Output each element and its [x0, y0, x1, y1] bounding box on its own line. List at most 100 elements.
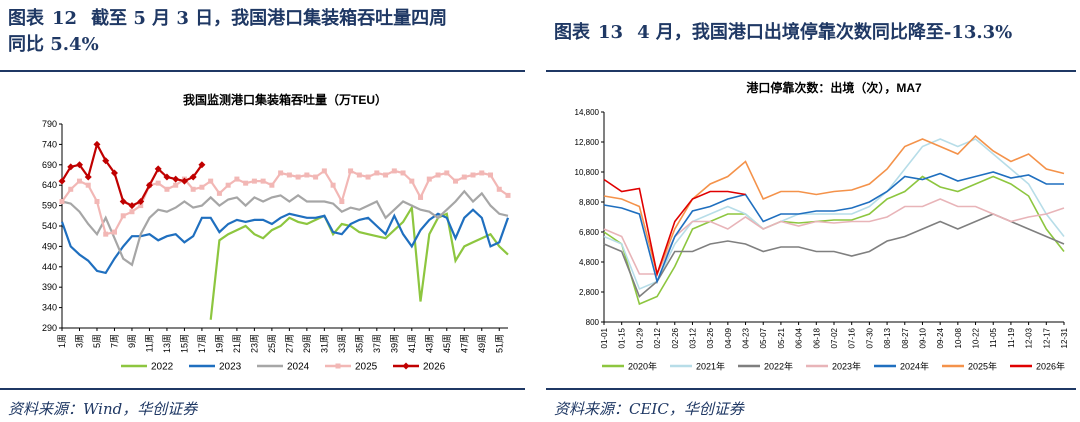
- series-line-2026: [61, 141, 203, 207]
- y-tick-label: 8,800: [579, 198, 600, 207]
- x-tick-label: 33周: [337, 334, 347, 353]
- figure-label: 图表: [554, 22, 590, 43]
- data-point-2025: [409, 178, 415, 184]
- x-tick-label: 41周: [407, 334, 417, 353]
- data-point-2026: [75, 161, 83, 169]
- bottom-rule: [0, 388, 525, 390]
- legend-label-2023年: 2023年: [832, 361, 861, 372]
- legend-label-2021年: 2021年: [696, 361, 725, 372]
- x-tick-label: 07-16: [848, 327, 857, 348]
- data-point-2025: [391, 168, 397, 174]
- x-tick-label: 51周: [494, 334, 504, 353]
- y-tick-label: 4,800: [579, 258, 600, 267]
- data-point-2025: [59, 199, 65, 205]
- series-line-2026年: [603, 178, 746, 278]
- x-tick-label: 31周: [319, 334, 329, 353]
- data-point-2025: [243, 180, 249, 186]
- data-point-2025: [94, 199, 100, 205]
- data-point-2026: [102, 157, 110, 165]
- chart-title: 我国监测港口集装箱吞吐量（万TEU）: [183, 92, 387, 107]
- legend-label-2025年: 2025年: [968, 361, 997, 372]
- series-line-2025年: [603, 134, 1065, 277]
- data-point-2026: [189, 173, 197, 181]
- throughput-chart: 我国监测港口集装箱吞吐量（万TEU） 290 340 390 440 490 540 590 6…: [42, 92, 511, 373]
- x-tick-label: 11周: [144, 334, 154, 352]
- data-point-2025: [286, 172, 292, 178]
- x-tick-label: 23周: [249, 334, 259, 353]
- series-line-2023年: [603, 198, 1065, 275]
- series-line-2024年: [603, 171, 1064, 285]
- data-point-2025: [418, 194, 424, 200]
- bottom-rule: [546, 388, 1076, 390]
- figure-12-panel: 图表 12 截至 5 月 3 日，我国港口集装箱吞吐量四周 同比 5.4% 我国监测…: [0, 0, 530, 422]
- x-tick-label: 01-15: [618, 327, 627, 348]
- data-point-2025: [479, 170, 485, 176]
- x-tick-label: 09-10: [918, 327, 927, 348]
- x-tick-label: 02-26: [671, 327, 680, 348]
- y-tick-label: 2,800: [579, 288, 600, 297]
- data-point-2026: [145, 181, 153, 189]
- x-tick-label: 03-26: [706, 327, 715, 348]
- data-point-2025: [225, 182, 231, 188]
- figure-number: 13: [598, 22, 624, 43]
- data-point-2025: [103, 231, 109, 237]
- x-tick-label: 12-17: [1042, 327, 1051, 348]
- x-tick-label: 05-21: [777, 327, 786, 348]
- legend-label-2020年: 2020年: [628, 361, 657, 372]
- top-rule: [0, 70, 525, 72]
- data-point-2026: [163, 173, 171, 181]
- data-point-2025: [155, 180, 161, 186]
- legend-label-2024: 2024: [287, 362, 310, 373]
- x-tick-label: 07-02: [830, 327, 839, 348]
- legend-marker-2025: [335, 363, 341, 369]
- data-point-2026: [110, 169, 118, 177]
- data-point-2025: [444, 170, 450, 176]
- series-line-2022年: [603, 213, 1065, 298]
- data-point-2025: [374, 170, 380, 176]
- data-point-2025: [208, 178, 214, 184]
- y-tick-label: 14,800: [575, 108, 600, 117]
- data-point-2026: [172, 175, 180, 183]
- x-tick-label: 01-01: [600, 327, 609, 348]
- x-tick-label: 21周: [232, 334, 242, 353]
- x-tick-label: 1周: [57, 334, 67, 348]
- port-calls-chart: 港口停靠次数：出境（次），MA7 800 2,800 4,800 6,800 8,800 1…: [575, 80, 1069, 372]
- x-tick-label: 39周: [389, 334, 399, 353]
- series-line-2020年: [603, 175, 1065, 306]
- data-point-2026: [154, 165, 162, 173]
- legend-label-2024年: 2024年: [900, 361, 929, 372]
- legend-marker-2026: [402, 362, 410, 370]
- x-tick-label: 07-30: [865, 327, 874, 348]
- y-tick-label: 640: [42, 180, 57, 190]
- data-point-2025: [470, 172, 476, 178]
- x-tick-label: 43周: [424, 334, 434, 353]
- x-tick-label: 08-13: [883, 327, 892, 348]
- series-line-2021年: [603, 138, 1065, 291]
- data-point-2025: [138, 203, 144, 209]
- y-tick-label: 6,800: [579, 228, 600, 237]
- x-tick-label: 05-07: [759, 327, 768, 348]
- data-point-2025: [251, 178, 257, 184]
- x-tick-label: 11-05: [989, 327, 998, 347]
- y-tick-label: 340: [42, 303, 57, 313]
- y-tick-label: 12,800: [575, 138, 600, 147]
- data-point-2025: [260, 178, 266, 184]
- data-point-2025: [216, 190, 222, 196]
- data-point-2025: [76, 178, 82, 184]
- data-point-2025: [85, 182, 91, 188]
- y-tick-label: 800: [586, 318, 600, 327]
- top-rule: [546, 70, 1076, 72]
- data-point-2025: [339, 199, 345, 205]
- data-point-2025: [488, 172, 494, 178]
- y-tick-label: 790: [42, 119, 57, 129]
- figure-number: 12: [52, 8, 78, 29]
- data-point-2025: [453, 178, 459, 184]
- x-tick-label: 17周: [197, 334, 207, 353]
- x-tick-label: 29周: [302, 334, 312, 353]
- legend-label-2023: 2023: [219, 362, 242, 373]
- x-tick-label: 06-04: [795, 327, 804, 348]
- x-tick-label: 02-12: [653, 327, 662, 348]
- y-tick-label: 590: [42, 201, 57, 211]
- legend-label-2022: 2022: [151, 362, 174, 373]
- x-tick-label: 5周: [92, 334, 102, 348]
